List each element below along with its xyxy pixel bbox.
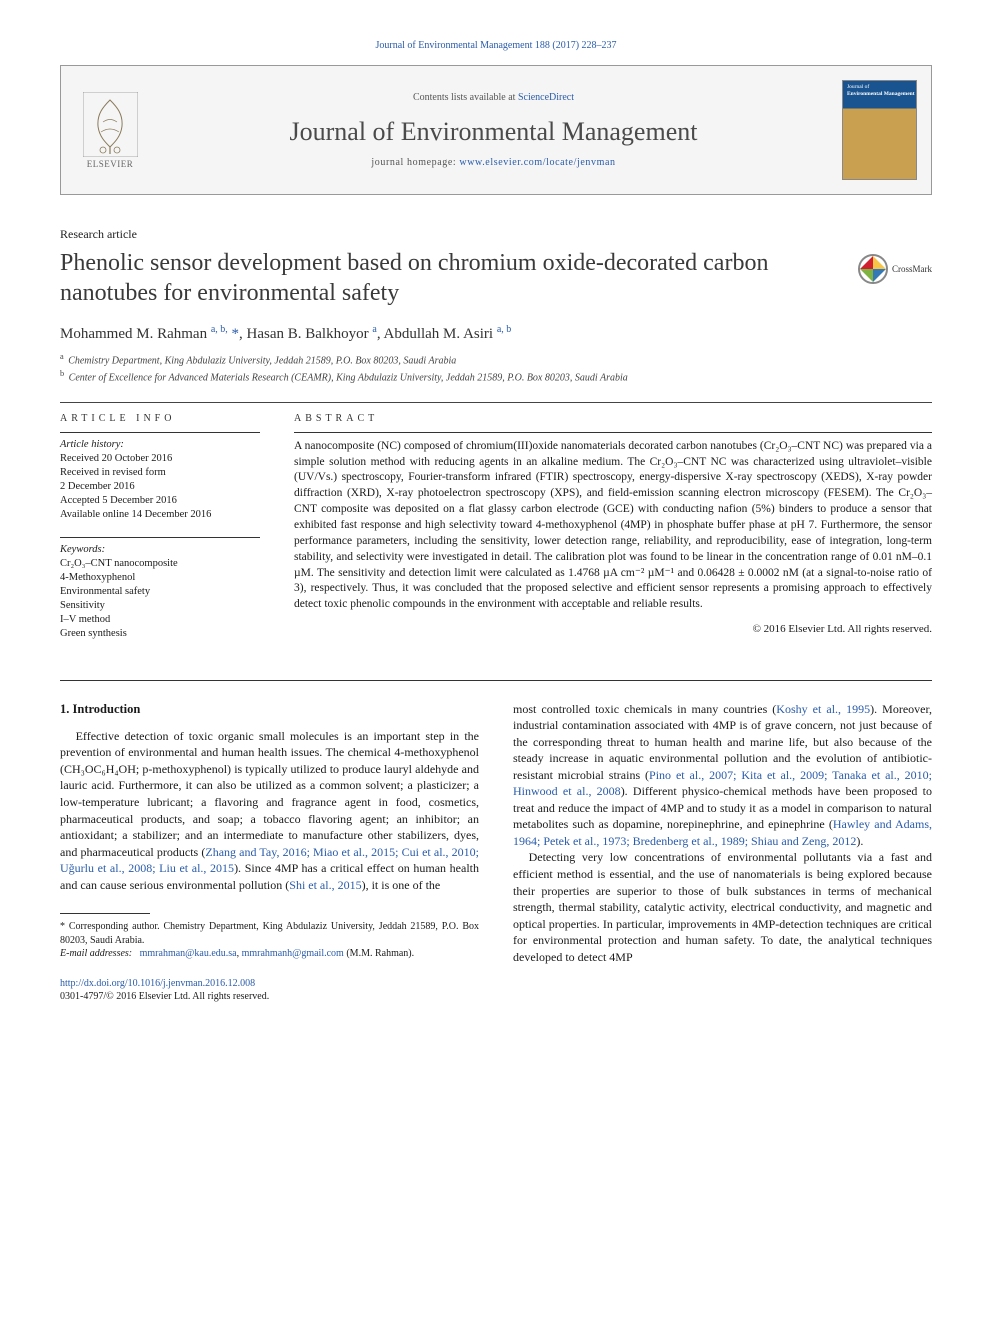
- publisher-name: ELSEVIER: [87, 159, 134, 169]
- article-history-block: Article history: Received 20 October 201…: [60, 432, 260, 523]
- affiliations: a Chemistry Department, King Abdulaziz U…: [60, 351, 932, 386]
- author-email-link[interactable]: mmrahmanh@gmail.com: [242, 948, 344, 959]
- contents-available-line: Contents lists available at ScienceDirec…: [155, 92, 832, 103]
- citation-link[interactable]: Koshy et al., 1995: [776, 702, 870, 716]
- keyword-line: Green synthesis: [60, 627, 260, 641]
- journal-name: Journal of Environmental Management: [155, 117, 832, 147]
- intro-paragraph-1-cont: most controlled toxic chemicals in many …: [513, 701, 932, 850]
- history-line: Accepted 5 December 2016: [60, 494, 260, 508]
- p1c-text-d: ).: [856, 834, 863, 848]
- history-line: Received 20 October 2016: [60, 452, 260, 466]
- author-email-link[interactable]: mmrahman@kau.edu.sa: [140, 948, 237, 959]
- keywords-header: Keywords:: [60, 544, 260, 555]
- cover-small-label: Journal of: [847, 84, 869, 90]
- corresponding-author-note: * Corresponding author. Chemistry Depart…: [60, 920, 479, 947]
- body-divider: [60, 680, 932, 681]
- citation-link[interactable]: Shi et al., 2015: [289, 878, 361, 892]
- intro-paragraph-2: Detecting very low concentrations of env…: [513, 849, 932, 965]
- contents-prefix: Contents lists available at: [413, 92, 518, 103]
- history-header: Article history:: [60, 439, 260, 450]
- article-type: Research article: [60, 227, 932, 242]
- keyword-line: 4-Methoxyphenol: [60, 571, 260, 585]
- p1c-text-a: most controlled toxic chemicals in many …: [513, 702, 776, 716]
- journal-homepage-link[interactable]: www.elsevier.com/locate/jenvman: [459, 157, 615, 168]
- issn-copyright-line: 0301-4797/© 2016 Elsevier Ltd. All right…: [60, 991, 269, 1002]
- keyword-line: I–V method: [60, 613, 260, 627]
- p1-text-c: ), it is one of the: [362, 878, 441, 892]
- keyword-line: Sensitivity: [60, 599, 260, 613]
- body-column-right: most controlled toxic chemicals in many …: [513, 701, 932, 1003]
- abstract-copyright: © 2016 Elsevier Ltd. All rights reserved…: [294, 623, 932, 635]
- body-column-left: 1. Introduction Effective detection of t…: [60, 701, 479, 1003]
- journal-cover-thumbnail: Journal of Environmental Management: [842, 80, 917, 180]
- footnote-separator: [60, 913, 150, 914]
- history-line: 2 December 2016: [60, 480, 260, 494]
- email-label: E-mail addresses:: [60, 948, 132, 959]
- email-line: E-mail addresses: mmrahman@kau.edu.sa, m…: [60, 947, 479, 961]
- history-line: Available online 14 December 2016: [60, 508, 260, 522]
- abstract-text: A nanocomposite (NC) composed of chromiu…: [294, 432, 932, 613]
- article-title: Phenolic sensor development based on chr…: [60, 248, 838, 308]
- footnotes: * Corresponding author. Chemistry Depart…: [60, 920, 479, 961]
- citation-line: Journal of Environmental Management 188 …: [60, 40, 932, 51]
- crossmark-label: CrossMark: [892, 264, 932, 274]
- journal-homepage-line: journal homepage: www.elsevier.com/locat…: [155, 157, 832, 168]
- crossmark-icon: [858, 254, 888, 284]
- keywords-block: Keywords: Cr₂O₃–CNT nanocomposite4-Metho…: [60, 537, 260, 642]
- keyword-line: Environmental safety: [60, 585, 260, 599]
- elsevier-logo: ELSEVIER: [75, 85, 145, 175]
- authors-line: Mohammed M. Rahman a, b, *, Hasan B. Bal…: [60, 324, 932, 343]
- cover-title-label: Environmental Management: [847, 91, 915, 97]
- homepage-prefix: journal homepage:: [371, 157, 459, 168]
- article-info-label: ARTICLE INFO: [60, 413, 260, 424]
- doi-link[interactable]: http://dx.doi.org/10.1016/j.jenvman.2016…: [60, 978, 255, 989]
- journal-header: ELSEVIER Contents lists available at Sci…: [60, 65, 932, 195]
- elsevier-tree-icon: [83, 92, 138, 157]
- intro-paragraph-1: Effective detection of toxic organic sma…: [60, 728, 479, 893]
- section-divider: [60, 402, 932, 403]
- crossmark-widget[interactable]: CrossMark: [858, 254, 932, 284]
- history-line: Received in revised form: [60, 466, 260, 480]
- abstract-label: ABSTRACT: [294, 413, 932, 424]
- doi-block: http://dx.doi.org/10.1016/j.jenvman.2016…: [60, 977, 479, 1003]
- email-author-name: (M.M. Rahman).: [346, 948, 414, 959]
- keyword-line: Cr₂O₃–CNT nanocomposite: [60, 557, 260, 571]
- sciencedirect-link[interactable]: ScienceDirect: [518, 92, 574, 103]
- section-heading-intro: 1. Introduction: [60, 701, 479, 718]
- p1-text-a: Effective detection of toxic organic sma…: [60, 729, 479, 859]
